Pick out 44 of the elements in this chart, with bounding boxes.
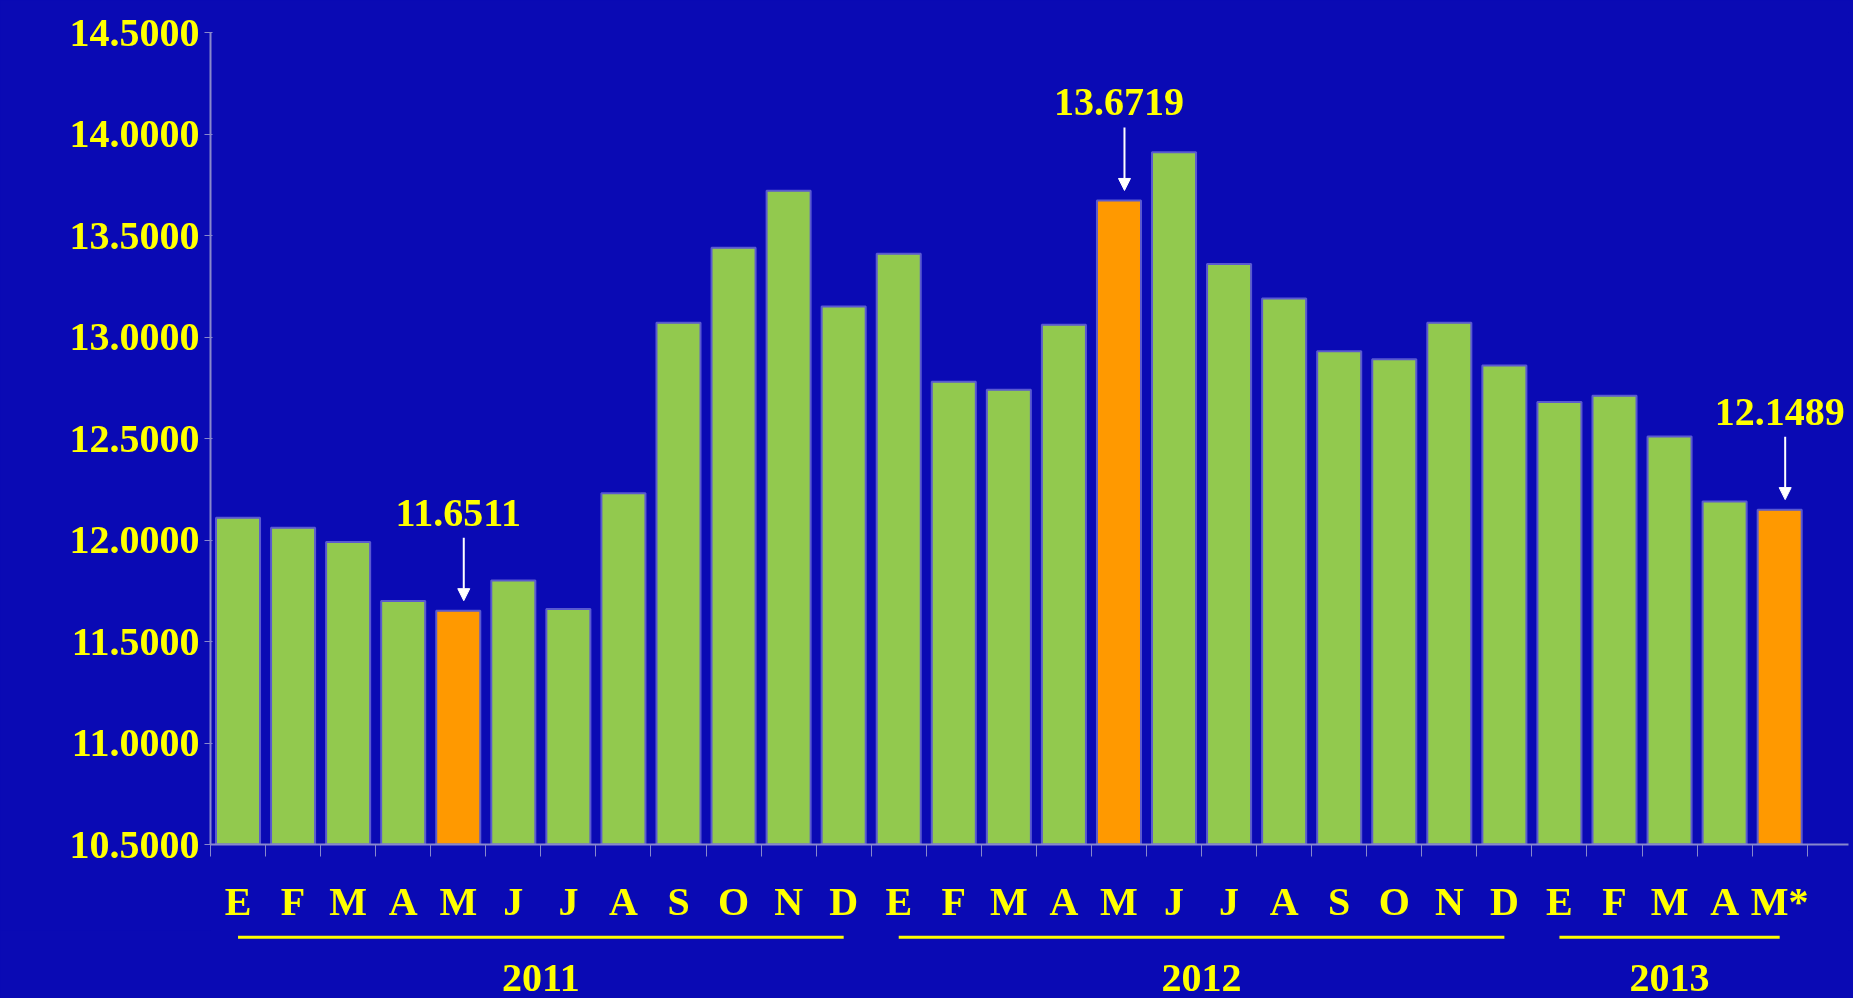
text: 2013: [1629, 955, 1710, 998]
text: 2011: [501, 955, 580, 998]
x-tick-label: M: [329, 878, 368, 924]
data-label: 11.6511: [395, 489, 522, 535]
x-tick-label: O: [1378, 878, 1410, 924]
x-tick-label: E: [1546, 878, 1573, 924]
x-tick-label: D: [1489, 878, 1519, 924]
y-tick-label: 14.0000: [69, 111, 200, 156]
y-tick-label: 11.5000: [71, 618, 200, 664]
data-label: 12.1489: [1714, 388, 1845, 434]
x-tick-label: M: [439, 878, 478, 924]
x-tick-label: E: [224, 878, 252, 924]
x-tick-label: D: [829, 878, 859, 924]
y-tick-label: 13.0000: [69, 314, 200, 359]
x-tick-label: S: [1328, 878, 1351, 924]
x-tick-label: J: [503, 878, 524, 924]
x-tick-label: J: [558, 878, 579, 924]
data-label: 13.6719: [1053, 79, 1184, 125]
y-tick-label: 11.0000: [71, 720, 200, 765]
y-tick-label: 13.5000: [69, 212, 200, 258]
y-tick-label: 12.0000: [69, 517, 200, 562]
x-tick-label: E: [885, 878, 913, 924]
x-tick-label: F: [1602, 878, 1627, 924]
x-tick-label: A: [1269, 878, 1299, 924]
text: 2012: [1161, 955, 1242, 998]
x-tick-label: A: [1049, 878, 1079, 924]
y-tick-label: 10.5000: [69, 821, 200, 867]
x-tick-label: N: [1434, 878, 1464, 924]
x-tick-label: F: [280, 878, 306, 924]
x-tick-label: M: [1650, 878, 1689, 924]
x-tick-label: J: [1164, 878, 1185, 924]
x-tick-label: A: [1710, 878, 1740, 924]
x-tick-label: O: [718, 878, 750, 924]
x-tick-label: J: [1219, 878, 1240, 924]
x-tick-label: A: [388, 878, 418, 924]
x-tick-label: M: [989, 878, 1028, 924]
x-tick-label: S: [667, 878, 690, 924]
y-tick-label: 14.5000: [69, 9, 200, 55]
y-tick-label: 12.5000: [69, 415, 200, 461]
x-tick-label: M: [1100, 878, 1138, 924]
x-tick-label: M*: [1750, 878, 1809, 924]
x-tick-label: A: [609, 878, 638, 924]
x-tick-label: N: [774, 878, 804, 924]
x-tick-label: F: [941, 878, 967, 924]
